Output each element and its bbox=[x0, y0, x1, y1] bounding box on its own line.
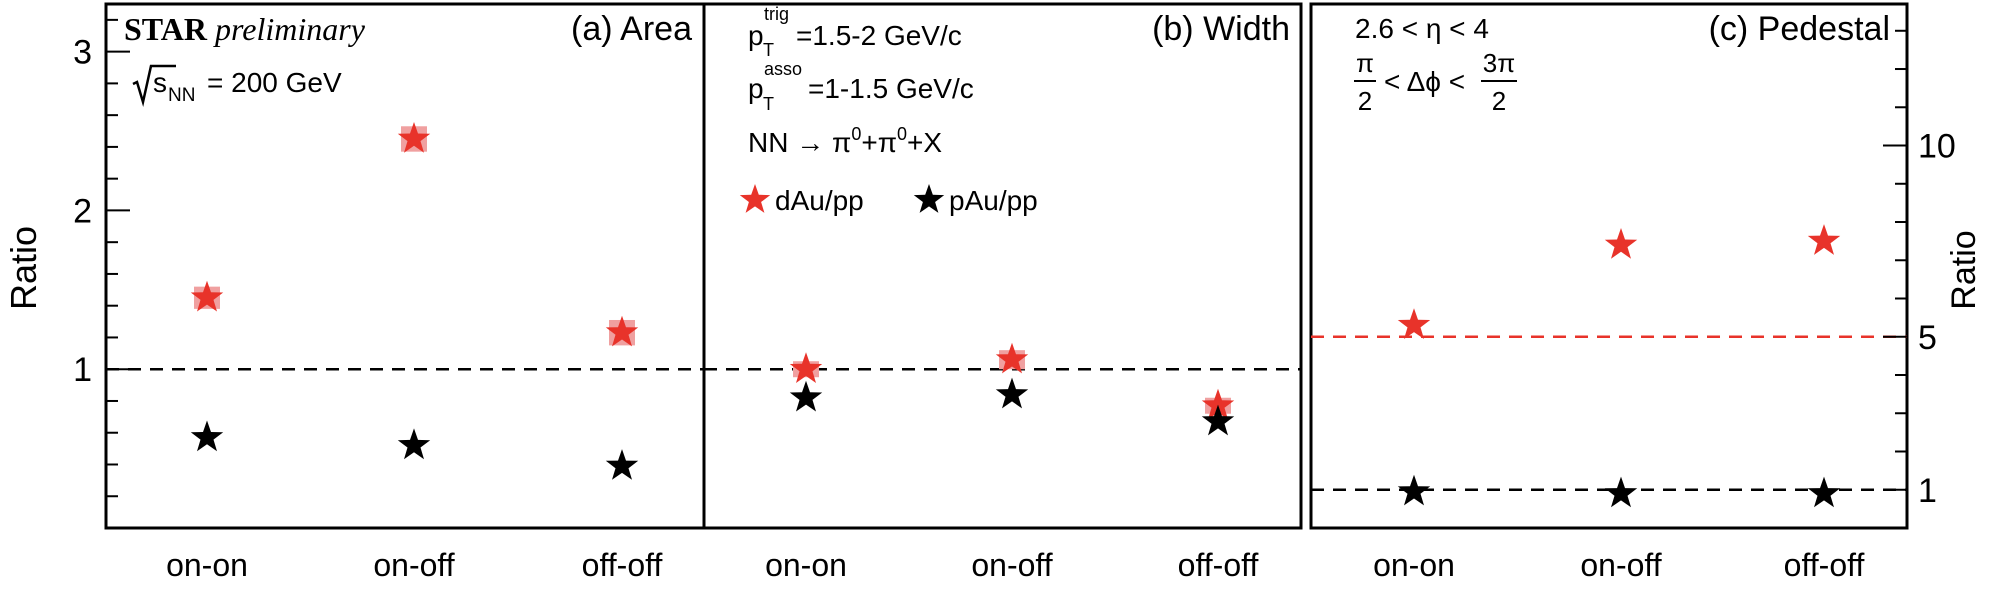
pau-pp-point bbox=[1201, 404, 1235, 436]
x-tick-label: on-off bbox=[971, 547, 1052, 583]
sqrt-icon bbox=[132, 64, 176, 107]
dau-pp-point bbox=[1397, 308, 1431, 339]
x-tick-label: on-off bbox=[1580, 547, 1661, 583]
tick-labels: on-on on-off off-off 1 2 3 on-on on-off off-off o… bbox=[73, 34, 1956, 583]
panel-a-label: (a) Area bbox=[571, 10, 692, 48]
reaction-sup2: 0 bbox=[897, 124, 907, 144]
pau-pp-point bbox=[995, 377, 1029, 409]
panel-frames bbox=[104, 2, 1909, 530]
eta-range-label: 2.6 < η < 4 bbox=[1355, 13, 1489, 44]
reaction-pi1: π bbox=[832, 127, 851, 158]
legend-pau-star-icon bbox=[913, 184, 945, 213]
panel-b-frame bbox=[702, 2, 1303, 530]
panel-a-frame bbox=[104, 2, 706, 530]
axis-ticks bbox=[106, 18, 1907, 498]
data-points bbox=[190, 122, 1841, 508]
legend-dau-label: dAu/pp bbox=[775, 185, 864, 216]
experiment-name: STAR bbox=[124, 11, 208, 47]
pau-pp-point bbox=[1604, 476, 1638, 508]
pau-pp-point bbox=[1807, 476, 1841, 508]
star-preliminary-label: STAR preliminary bbox=[124, 11, 366, 47]
reaction-rest: +X bbox=[907, 127, 942, 158]
dau-pp-point bbox=[397, 122, 431, 153]
reaction-sup1: 0 bbox=[851, 124, 861, 144]
dau-pp-point bbox=[605, 315, 639, 347]
pt-asso-range: =1-1.5 GeV/c bbox=[808, 73, 974, 104]
pau-pp-point bbox=[397, 428, 431, 460]
dphi-range-label: π 2 < Δϕ < 3π 2 bbox=[1354, 48, 1517, 116]
x-tick-label: on-on bbox=[1373, 547, 1455, 583]
dau-pp-point bbox=[1201, 388, 1235, 420]
y-tick-label: 10 bbox=[1918, 128, 1956, 166]
dau-pp-point bbox=[190, 280, 224, 312]
y-tick-label: 2 bbox=[73, 192, 92, 230]
reaction-pi2: +π bbox=[861, 127, 897, 158]
energy-subscript: NN bbox=[168, 85, 195, 106]
status-text: preliminary bbox=[213, 11, 366, 47]
pt-asso-label: p asso T =1-1.5 GeV/c bbox=[748, 59, 974, 114]
pt-trig-sup: trig bbox=[764, 4, 789, 24]
dau-pp-point bbox=[1807, 224, 1841, 255]
star-icon bbox=[913, 184, 945, 213]
reaction-arrow: → bbox=[796, 127, 824, 158]
panel-c-frame bbox=[1309, 2, 1909, 530]
star-icon bbox=[739, 184, 771, 213]
x-tick-label: off-off bbox=[1784, 547, 1865, 583]
y-tick-label: 5 bbox=[1918, 319, 1937, 357]
pt-trig-range: =1.5-2 GeV/c bbox=[796, 20, 962, 51]
pt-trig-sub: T bbox=[763, 40, 774, 60]
dau-pp-point bbox=[789, 352, 823, 383]
legend: dAu/pp pAu/pp bbox=[739, 184, 1038, 216]
left-axis-label: Ratio bbox=[3, 226, 44, 310]
dphi-right-num: 3π bbox=[1483, 48, 1515, 78]
pau-pp-point bbox=[1397, 474, 1431, 506]
dphi-left-num: π bbox=[1356, 48, 1374, 78]
energy-label: s NN = 200 GeV bbox=[132, 64, 342, 107]
y-tick-label: 1 bbox=[73, 351, 92, 389]
x-tick-label: on-on bbox=[166, 547, 248, 583]
pt-trig-symbol: p bbox=[748, 20, 764, 51]
x-tick-label: off-off bbox=[1178, 547, 1259, 583]
legend-dau-star-icon bbox=[739, 184, 771, 213]
pt-asso-sub: T bbox=[763, 94, 774, 114]
pau-pp-point bbox=[789, 380, 823, 412]
x-tick-label: on-on bbox=[765, 547, 847, 583]
pt-asso-sup: asso bbox=[764, 59, 802, 79]
y-tick-label: 3 bbox=[73, 34, 92, 72]
pau-pp-point bbox=[190, 420, 224, 452]
pt-asso-symbol: p bbox=[748, 73, 764, 104]
right-axis-label: Ratio bbox=[1945, 230, 1983, 309]
x-tick-label: on-off bbox=[373, 547, 454, 583]
y-tick-label: 1 bbox=[1918, 472, 1937, 510]
dphi-condition: < Δϕ < bbox=[1384, 66, 1465, 97]
reaction-lhs: NN bbox=[748, 127, 788, 158]
pau-pp-point bbox=[605, 449, 639, 480]
dau-pp-point bbox=[1604, 228, 1638, 259]
dphi-left-den: 2 bbox=[1358, 86, 1372, 116]
x-tick-label: off-off bbox=[582, 547, 663, 583]
panel-b-label: (b) Width bbox=[1152, 10, 1290, 48]
panel-c-label: (c) Pedestal bbox=[1709, 10, 1890, 48]
energy-symbol: s bbox=[153, 67, 167, 98]
dau-pp-point bbox=[995, 342, 1029, 374]
dphi-right-den: 2 bbox=[1492, 86, 1506, 116]
energy-value: = 200 GeV bbox=[207, 67, 342, 98]
pt-trig-label: p trig T =1.5-2 GeV/c bbox=[748, 4, 962, 60]
reaction-label: NN → π0+π0+X bbox=[748, 124, 942, 158]
legend-pau-label: pAu/pp bbox=[949, 185, 1038, 216]
